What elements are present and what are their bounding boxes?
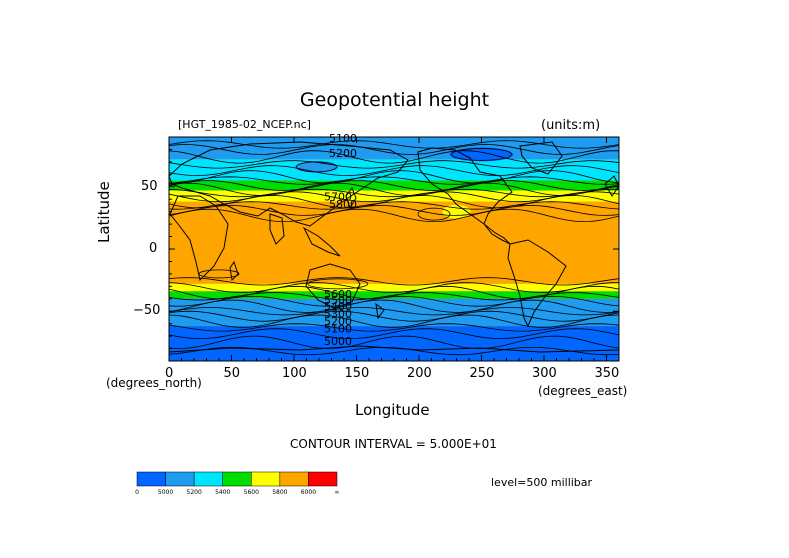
contour-line [169,328,619,340]
colorbar-label: 5800 [272,489,287,496]
contour-loop [296,161,337,173]
contour-line [169,299,619,313]
height-band [169,283,619,292]
chart-title: Geopotential height [299,89,490,111]
low-center [449,147,514,162]
colorbar-label: 6000 [301,489,316,496]
contour-value-label: 5100 [329,132,357,145]
units-label: (units:m) [541,118,601,133]
contour-line [169,285,619,300]
colorbar-label: 5200 [187,489,202,496]
contour-line [169,347,619,356]
height-band [169,326,619,361]
colorbar-swatch [193,471,223,487]
contour-line [169,176,619,185]
x-tick-label: 200 [407,366,432,381]
colorbar-swatch [308,471,338,487]
y-tick-label: 50 [141,178,158,194]
height-band [169,201,619,215]
colorbar-label: 5400 [215,489,230,496]
contour-line [169,150,619,164]
contour-line [169,180,619,191]
colorbar-swatch [222,471,252,487]
colorbar-swatch [165,471,195,487]
contour-value-label: 5300 [324,308,352,321]
contour-line [169,165,619,177]
contour-value-label: 5800 [329,198,357,211]
x-tick-label: 100 [282,366,307,381]
contour-line [169,195,619,209]
contour-line [169,292,619,301]
y-tick-label: 0 [149,241,158,256]
contour-loop [307,278,369,290]
x-tick-label: 150 [344,366,370,381]
contour-line [169,277,619,286]
x-tick-label: 50 [223,366,241,381]
contour-line [169,160,619,169]
contour-line [169,201,619,210]
contour-value-label: 5600 [324,288,352,301]
contour-line [169,144,619,155]
contour-line [169,282,619,293]
contour-line [169,314,619,328]
x-tick-label: 350 [594,366,620,381]
colorbar-swatch [136,471,166,487]
height-band [169,190,619,202]
x-tick-label: 300 [532,366,557,381]
contour-value-label: 5200 [324,315,352,328]
contour-loop [451,148,512,161]
colorbar-label: 5000 [158,489,173,496]
file-label: [HGT_1985-02_NCEP.nc] [178,118,311,131]
contour-value-label: 5700 [324,191,352,204]
contour-value-labels: 5100520050005100520053005400550056005700… [324,132,357,348]
contour-lines [169,140,619,356]
y-tick-label: −50 [133,303,161,319]
contour-line [169,307,619,316]
colorbar: 0 5000 5200 5400 5600 5800 6000 ∞ [135,471,340,496]
contour-line [169,182,619,196]
contour-line [169,323,619,332]
contour-line [169,295,619,307]
level-label: level=500 millibar [491,476,593,489]
x-tick-label: 0 [165,366,174,381]
contour-value-label: 5400 [324,300,352,313]
contour-loop [417,207,451,221]
height-band [169,214,619,284]
contour-line [169,310,619,322]
x-tick-label: 250 [469,366,495,381]
contour-value-label: 5000 [324,335,352,348]
axis-ticks [168,137,619,361]
contour-value-label: 5100 [324,323,352,336]
contour-value-label: 5500 [324,294,352,307]
colorbar-swatch [251,471,281,487]
x-units-right-label: (degrees_east) [538,384,628,398]
colorbar-label: ∞ [335,489,340,496]
contour-line [169,170,619,184]
colorbar-label: 5600 [244,489,259,496]
contour-interval-label: CONTOUR INTERVAL = 5.000E+01 [290,437,497,451]
contour-line [169,188,619,198]
colorbar-swatch [279,471,309,487]
colorbar-label: 0 [135,489,139,496]
x-axis-label: Longitude [355,401,430,419]
contour-line [169,208,619,223]
coastlines [169,141,619,353]
contour-line [169,205,619,216]
contour-value-label: 5200 [329,147,357,160]
x-units-left-label: (degrees_north) [106,376,202,390]
height-band [169,298,619,327]
contour-line [169,335,619,349]
